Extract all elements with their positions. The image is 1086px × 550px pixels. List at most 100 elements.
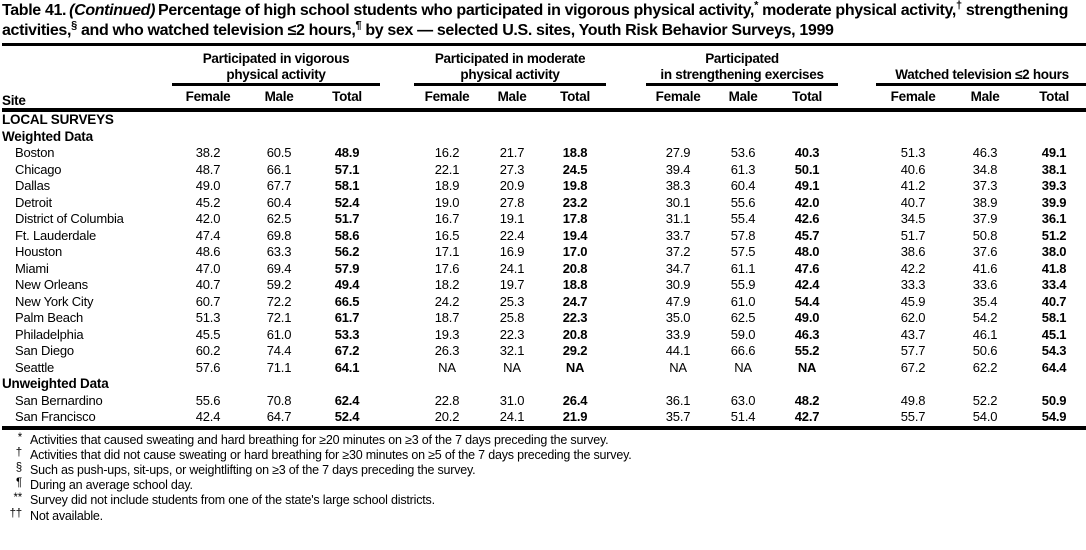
value-cell: 47.9 [665, 293, 691, 309]
value-cell: 21.7 [499, 145, 525, 160]
value-cell: 42.0 [195, 211, 221, 226]
value-cell: 16.9 [499, 244, 525, 259]
value-cell: 49.1 [794, 178, 820, 193]
value-cell: 52.4 [334, 409, 360, 424]
site-cell: San Francisco [15, 409, 96, 424]
column-spacer [606, 343, 646, 360]
value-cell: 50.6 [972, 343, 998, 358]
value-cell: 52.4 [334, 194, 360, 210]
value-cell: 17.8 [562, 211, 588, 226]
column-spacer [380, 211, 414, 228]
column-spacer [606, 261, 646, 278]
value-cell: 33.6 [972, 277, 998, 292]
value-cell: 42.0 [794, 194, 820, 210]
value-cell: 31.1 [665, 211, 691, 226]
column-spacer [606, 211, 646, 228]
column-spacer [380, 44, 415, 112]
value-cell: 35.0 [665, 310, 691, 325]
value-cell: 72.2 [266, 293, 292, 309]
value-cell: 31.0 [499, 392, 525, 408]
site-cell: New Orleans [15, 277, 88, 292]
table-number: Table 41. [2, 2, 67, 19]
value-cell: 27.9 [665, 145, 691, 160]
value-cell: 48.2 [794, 392, 820, 408]
value-cell: 61.7 [334, 310, 360, 325]
footnote-text: Survey did not include students from one… [30, 493, 435, 508]
value-cell: 49.0 [794, 310, 820, 325]
value-cell: 38.6 [900, 244, 926, 259]
column-spacer [606, 178, 646, 195]
column-spacer [380, 228, 414, 245]
footnote-marker: ** [13, 492, 22, 505]
value-cell: 72.1 [266, 310, 292, 325]
value-cell: 51.4 [730, 409, 756, 424]
value-cell: 58.1 [1041, 310, 1067, 325]
value-cell: 19.0 [434, 194, 460, 210]
value-cell: 25.8 [499, 310, 525, 325]
value-cell: 24.1 [499, 260, 525, 276]
column-spacer [606, 310, 646, 327]
value-cell: 40.6 [900, 161, 926, 177]
title-text: by sex — selected U.S. sites, Youth Risk… [361, 22, 834, 39]
value-cell: 22.1 [434, 161, 460, 177]
value-cell: 37.9 [972, 211, 998, 226]
value-cell: 61.0 [730, 293, 756, 309]
value-cell: 22.4 [499, 227, 525, 243]
value-cell: 27.8 [499, 194, 525, 210]
value-cell: 44.1 [665, 343, 691, 358]
value-cell: 56.2 [334, 244, 360, 259]
value-cell: 35.7 [665, 409, 691, 424]
value-cell: NA [565, 359, 585, 375]
value-cell: 67.7 [266, 178, 292, 193]
value-cell: 54.4 [794, 293, 820, 309]
group-header-row: Site Participated in vigorous physical a… [2, 44, 1086, 112]
value-cell: 38.9 [972, 194, 998, 210]
table-body: LOCAL SURVEYS Weighted Data Boston 38.2 60.5… [2, 110, 1086, 428]
value-cell: 66.5 [334, 293, 360, 309]
table-row: Palm Beach 51.3 72.1 61.7 18.7 25.8 22.3 35.0 62… [2, 310, 1086, 327]
value-cell: NA [438, 359, 456, 375]
value-cell: 61.0 [266, 326, 292, 342]
value-cell: 37.3 [972, 178, 998, 193]
value-cell: 62.5 [266, 211, 292, 226]
value-cell: 37.2 [665, 244, 691, 259]
col-header-male: Male [480, 84, 545, 112]
value-cell: 47.6 [794, 260, 820, 276]
value-cell: 24.7 [562, 293, 588, 309]
column-spacer [606, 327, 646, 344]
section-label-row: Unweighted Data [2, 376, 1086, 393]
value-cell: 20.8 [562, 260, 588, 276]
table-row: Ft. Lauderdale 47.4 69.8 58.6 16.5 22.4 19.4 33… [2, 228, 1086, 245]
value-cell: 61.3 [730, 161, 756, 177]
col-header-male: Male [950, 84, 1021, 112]
footnote-marker: ¶ [16, 477, 22, 490]
value-cell: 24.1 [499, 409, 525, 424]
value-cell: 48.6 [195, 244, 221, 259]
value-cell: 49.8 [900, 392, 926, 408]
table-row: San Francisco 42.4 64.7 52.4 20.2 24.1 21.9 35.… [2, 409, 1086, 428]
value-cell: 25.3 [499, 293, 525, 309]
value-cell: 58.6 [334, 227, 360, 243]
value-cell: 55.6 [195, 392, 221, 408]
group-header-line: Participated in vigorous [202, 51, 350, 66]
value-cell: 36.1 [1041, 211, 1067, 226]
footnote-marker: * [17, 431, 22, 444]
value-cell: 69.4 [266, 260, 292, 276]
value-cell: 74.4 [266, 343, 292, 358]
value-cell: 40.7 [195, 277, 221, 292]
value-cell: 45.5 [195, 326, 221, 342]
value-cell: 66.6 [730, 343, 756, 358]
table-row: Boston 38.2 60.5 48.9 16.2 21.7 18.8 27.9 53.6 40… [2, 145, 1086, 162]
value-cell: 60.7 [195, 293, 221, 309]
value-cell: 23.2 [562, 194, 588, 210]
value-cell: 42.4 [195, 409, 221, 424]
value-cell: 37.6 [972, 244, 998, 259]
value-cell: NA [797, 359, 817, 375]
value-cell: 22.3 [499, 326, 525, 342]
value-cell: NA [734, 359, 752, 375]
group-header-vigorous: Participated in vigorous physical activi… [172, 44, 381, 86]
value-cell: 62.5 [730, 310, 756, 325]
value-cell: 18.2 [434, 277, 460, 292]
value-cell: 63.3 [266, 244, 292, 259]
table-row: New Orleans 40.7 59.2 49.4 18.2 19.7 18.8 30.9 5… [2, 277, 1086, 294]
